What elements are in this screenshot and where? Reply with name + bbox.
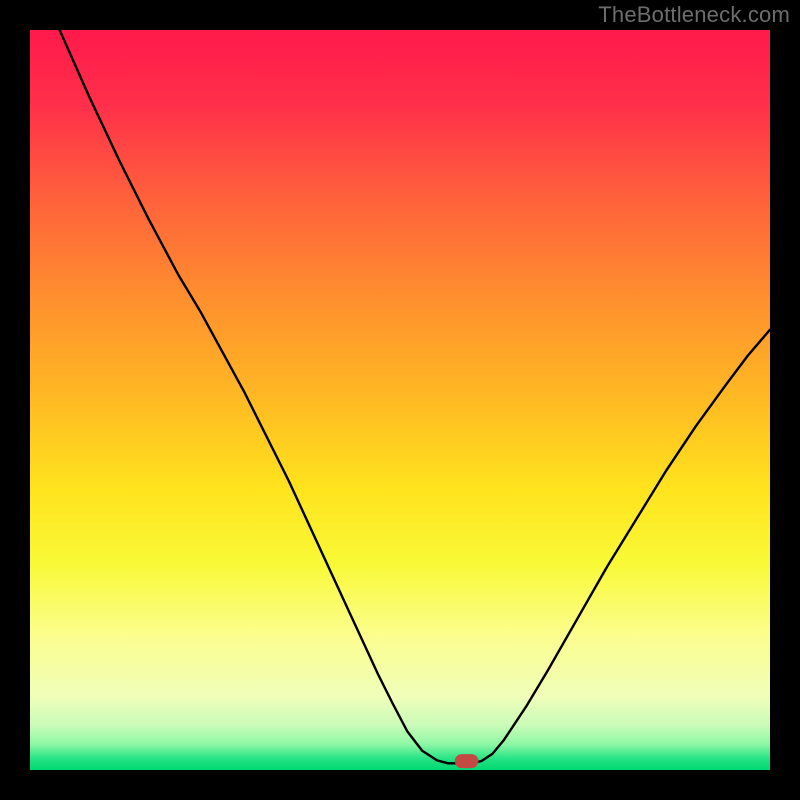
watermark-text: TheBottleneck.com xyxy=(598,2,790,28)
gradient-background xyxy=(30,30,770,770)
plot-area xyxy=(30,30,770,770)
chart-frame: TheBottleneck.com xyxy=(0,0,800,800)
chart-svg xyxy=(30,30,770,770)
optimum-marker xyxy=(455,754,479,768)
